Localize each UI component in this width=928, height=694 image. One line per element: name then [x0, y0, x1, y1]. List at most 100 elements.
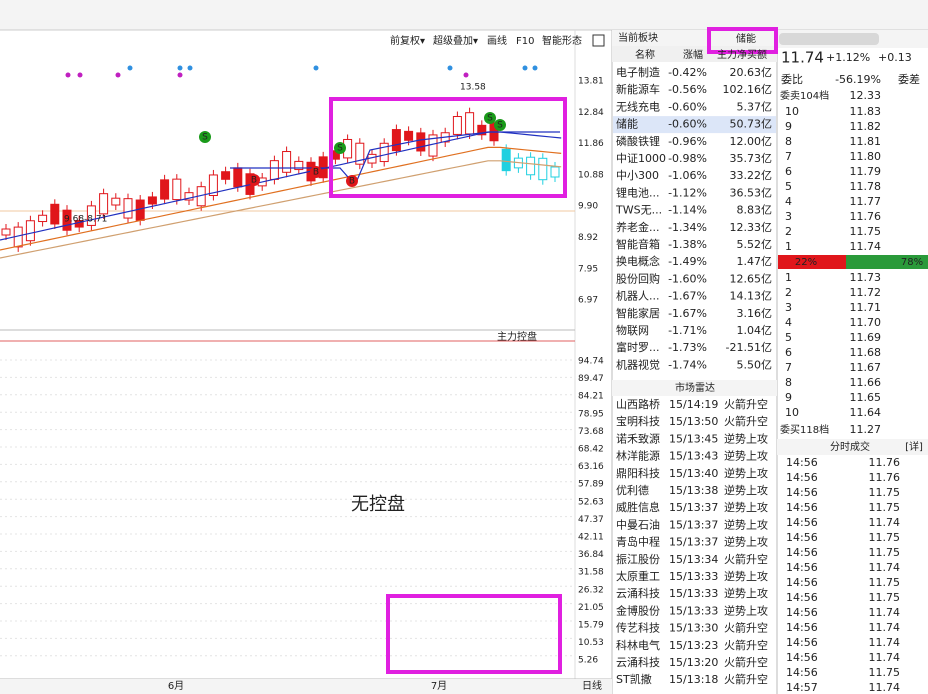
indicator-tick: 10.53: [578, 638, 604, 648]
event-star: [177, 72, 183, 78]
ma-line: [0, 131, 562, 241]
radar-time: 15/13:30: [669, 622, 718, 635]
radar-time: 15/13:33: [669, 587, 718, 600]
sector-tab[interactable]: 储能: [736, 32, 756, 45]
trades-detail[interactable]: [详]: [905, 440, 923, 453]
trade-time: 14:56: [786, 666, 818, 679]
col-header: 主力净买额: [717, 48, 767, 61]
buy-level: 3: [785, 301, 792, 314]
radar-name: 诺禾致源: [616, 431, 660, 445]
col-header: 名称: [635, 48, 655, 61]
sell-total-price: 12.33: [850, 89, 882, 102]
sector-change: -1.67%: [668, 290, 707, 303]
radar-name: 青岛中程: [616, 535, 660, 549]
buy-level: 8: [785, 376, 792, 389]
ma-line: [0, 146, 562, 251]
share-bar-sell: [778, 255, 846, 269]
signal-badge: [199, 131, 211, 143]
sector-flow: 12.00亿: [730, 135, 773, 148]
period-label: 日线: [582, 679, 602, 692]
toolbar-button[interactable]: 智能形态: [542, 34, 582, 47]
sell-price: 11.82: [850, 120, 882, 133]
sector-flow: 102.16亿: [723, 83, 773, 96]
radar-event: 火箭升空: [724, 672, 768, 686]
sector-flow: 3.16亿: [737, 307, 773, 320]
sector-flow: 35.73亿: [730, 152, 773, 165]
buy-level: 2: [785, 286, 792, 299]
indicator-tick: 78.95: [578, 409, 604, 419]
indicator-tick: 84.21: [578, 392, 604, 402]
sector-flow: 5.37亿: [737, 100, 773, 113]
toolbar-button[interactable]: F10: [516, 36, 534, 47]
trade-price: 11.75: [869, 576, 901, 589]
radar-event: 逆势上攻: [724, 500, 768, 514]
trade-time: 14:56: [786, 546, 818, 559]
trade-time: 14:56: [786, 531, 818, 544]
sector-name: 机器人...: [616, 289, 660, 303]
sector-name: 磷酸铁锂: [616, 134, 660, 148]
radar-event: 逆势上攻: [724, 603, 768, 617]
toolbar-button[interactable]: 前复权▾: [390, 34, 425, 47]
indicator-tick: 94.74: [578, 357, 604, 367]
sector-name: 富时罗...: [616, 340, 660, 354]
sector-flow: 5.50亿: [737, 358, 773, 371]
sector-flow: 1.47亿: [737, 255, 773, 268]
blurred-name: [779, 33, 879, 45]
radar-time: 15/13:50: [669, 415, 718, 428]
radar-name: 云涌科技: [616, 586, 660, 600]
trades-header-bg: [777, 439, 928, 455]
signal-badge: [310, 166, 322, 178]
indicator-tick: 47.37: [578, 515, 604, 525]
sector-change: -1.14%: [668, 204, 707, 217]
indicator-title: 主力控盘: [497, 330, 537, 343]
sell-price: 11.75: [850, 225, 882, 238]
radar-name: 云涌科技: [616, 655, 660, 669]
trade-time: 14:56: [786, 486, 818, 499]
price-tick: 10.88: [578, 170, 604, 180]
signal-badge: [494, 119, 506, 131]
trade-price: 11.76: [869, 456, 901, 469]
sell-level: 4: [785, 195, 792, 208]
price-tick: 7.95: [578, 264, 598, 274]
candle-body: [452, 116, 462, 135]
sector-name: 智能家居: [616, 306, 660, 320]
candle-body: [25, 220, 35, 242]
sell-share: 22%: [795, 257, 817, 268]
sell-level: 8: [785, 135, 792, 148]
signal-letter: B: [251, 176, 257, 186]
sector-name: 中小300: [616, 169, 659, 182]
indicator-tick: 26.32: [578, 585, 604, 595]
radar-name: 山西路桥: [616, 398, 660, 411]
indicator-tick: 36.84: [578, 550, 604, 560]
candle-body: [111, 197, 121, 206]
indicator-tick: 5.26: [578, 656, 598, 666]
buy-price: 11.65: [850, 391, 882, 404]
signal-letter: S: [497, 121, 503, 131]
ratio: -56.19%: [835, 73, 881, 86]
candle-body: [355, 142, 365, 165]
highlight-box: [329, 97, 567, 198]
event-star: [313, 65, 319, 71]
trade-time: 14:56: [786, 636, 818, 649]
toolbar-button[interactable]: 超级叠加▾: [433, 34, 478, 47]
radar-event: 逆势上攻: [724, 466, 768, 480]
buy-total-price: 11.27: [850, 423, 882, 436]
indicator-tick: 42.11: [578, 533, 604, 543]
sector-name: 养老金...: [616, 220, 660, 234]
radar-time: 15/14:19: [669, 398, 718, 411]
trade-time: 14:56: [786, 561, 818, 574]
radar-event: 火箭升空: [724, 414, 768, 428]
candle-body: [172, 178, 182, 201]
radar-time: 15/13:38: [669, 484, 718, 497]
panel-toggle[interactable]: [592, 34, 605, 47]
trade-price: 11.74: [869, 636, 901, 649]
buy-price: 11.69: [850, 331, 882, 344]
candle-body: [404, 130, 414, 141]
buy-level: 4: [785, 316, 792, 329]
toolbar-button[interactable]: 画线: [487, 34, 507, 47]
col-header: 涨幅: [683, 48, 703, 61]
trade-price: 11.75: [869, 501, 901, 514]
radar-name: 金博股份: [616, 603, 660, 617]
candle-body: [465, 112, 475, 135]
sector-change: -0.60%: [668, 100, 707, 113]
